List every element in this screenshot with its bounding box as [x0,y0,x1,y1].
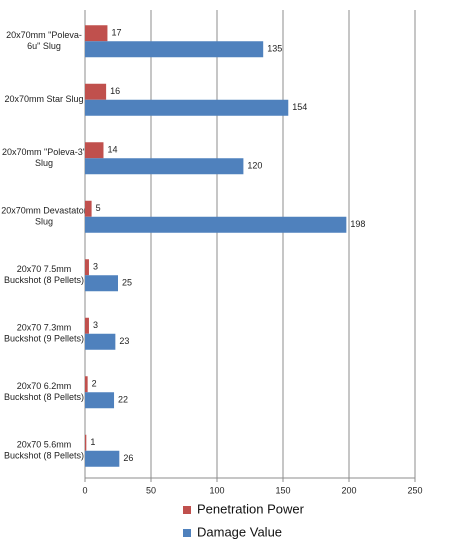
value-label: 3 [93,320,98,330]
bar [85,392,115,409]
bar [85,83,107,100]
y-tick-label: Buckshot (8 Pellets) [4,392,84,402]
y-tick-label: 20x70mm "Poleva-3" [2,147,86,157]
value-label: 25 [122,278,132,288]
bar [85,275,118,292]
value-label: 5 [96,203,101,213]
y-tick-label: 20x70 6.2mm [17,381,72,391]
value-label: 14 [107,145,117,155]
value-label: 135 [267,44,282,54]
bar [85,333,116,350]
legend-text: Penetration Power [197,501,305,516]
bar [85,25,108,42]
bar [85,158,244,175]
bar [85,317,89,334]
y-tick-label: 20x70 5.6mm [17,440,72,450]
bar [85,450,120,467]
bar [85,200,92,217]
legend-swatch [183,529,191,537]
x-tick-label: 250 [407,485,422,495]
value-label: 17 [111,28,121,38]
value-label: 120 [247,161,262,171]
value-label: 198 [350,219,365,229]
value-label: 3 [93,262,98,272]
legend-swatch [183,506,191,514]
value-label: 154 [292,102,307,112]
x-tick-label: 100 [209,485,224,495]
y-tick-label: Buckshot (8 Pellets) [4,275,84,285]
y-tick-label: 20x70mm Star Slug [4,94,83,104]
y-tick-label: Buckshot (9 Pellets) [4,334,84,344]
y-tick-label: 20x70mm Devastator [1,206,87,216]
y-tick-label: Slug [35,217,53,227]
value-label: 16 [110,86,120,96]
x-tick-label: 200 [341,485,356,495]
x-tick-label: 50 [146,485,156,495]
value-label: 26 [123,453,133,463]
y-tick-label: 20x70 7.5mm [17,264,72,274]
value-label: 1 [90,437,95,447]
bar [85,434,87,451]
legend-text: Damage Value [197,524,282,539]
x-tick-label: 0 [82,485,87,495]
y-tick-label: Buckshot (8 Pellets) [4,451,84,461]
y-tick-label: 20x70mm "Poleva- [6,30,82,40]
y-tick-label: Slug [35,158,53,168]
bar [85,216,347,233]
bar [85,41,264,58]
y-tick-label: 20x70 7.3mm [17,323,72,333]
value-label: 2 [92,379,97,389]
bar [85,99,289,116]
value-label: 22 [118,395,128,405]
bar [85,376,88,393]
bar [85,142,104,159]
y-tick-label: 6u" Slug [27,41,61,51]
x-tick-label: 150 [275,485,290,495]
bar [85,259,89,276]
value-label: 23 [119,336,129,346]
